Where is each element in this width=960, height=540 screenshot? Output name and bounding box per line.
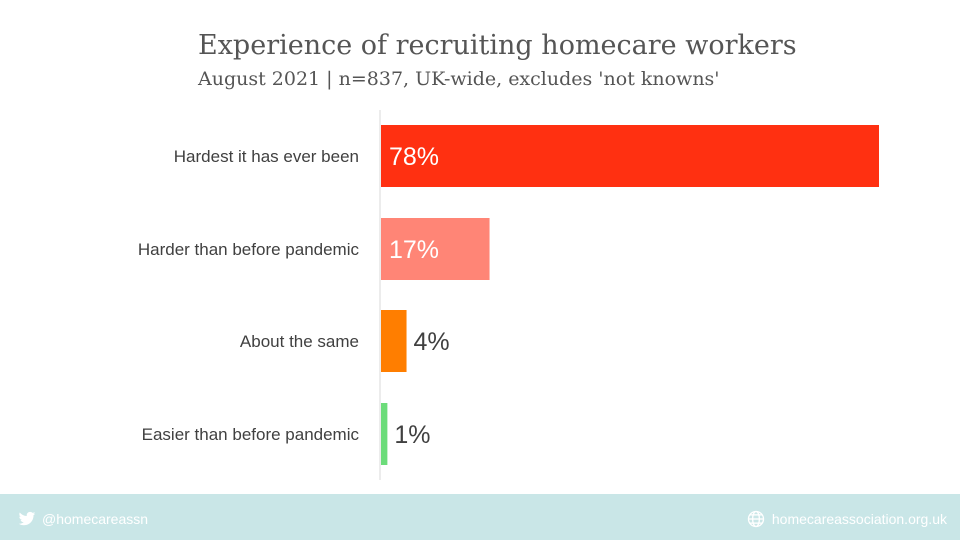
bar (381, 310, 407, 372)
chart-subtitle: August 2021 | n=837, UK-wide, excludes '… (198, 68, 720, 90)
twitter-bird-icon (18, 510, 36, 528)
bar (381, 218, 490, 280)
data-label: 78% (389, 143, 439, 171)
bar (381, 125, 879, 187)
footer-bar: @homecareassn homecareassociation.org.uk (0, 494, 960, 540)
category-label: About the same (240, 332, 359, 351)
category-label: Harder than before pandemic (138, 240, 360, 259)
bar (381, 403, 388, 465)
website-url: homecareassociation.org.uk (771, 511, 947, 527)
globe-icon (747, 510, 765, 528)
chart-title: Experience of recruiting homecare worker… (198, 30, 797, 61)
twitter-link[interactable]: @homecareassn (18, 510, 148, 528)
data-label: 4% (414, 328, 450, 356)
twitter-handle: @homecareassn (42, 511, 149, 527)
data-label: 17% (389, 236, 439, 264)
category-label: Hardest it has ever been (174, 147, 359, 166)
category-label: Easier than before pandemic (142, 425, 360, 444)
data-label: 1% (394, 421, 430, 449)
bar-chart: Hardest it has ever been 78% Harder than b… (138, 110, 879, 480)
website-link[interactable]: homecareassociation.org.uk (747, 510, 947, 528)
